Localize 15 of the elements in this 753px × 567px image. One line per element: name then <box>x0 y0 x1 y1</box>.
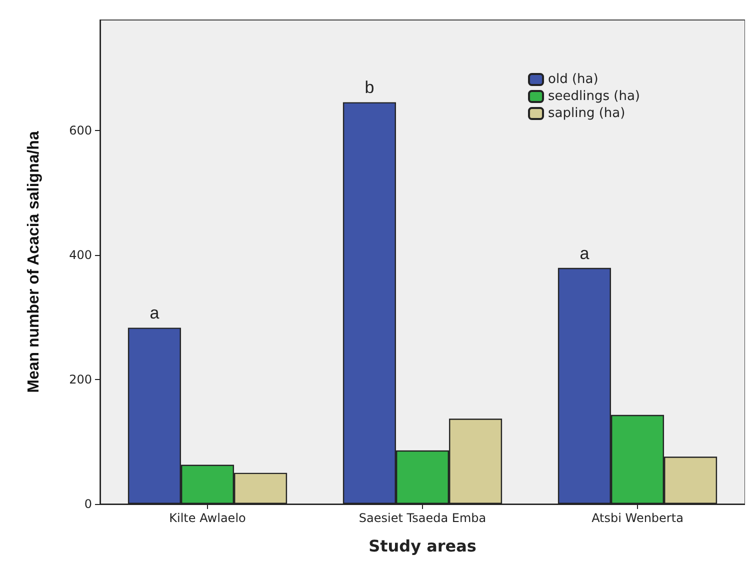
legend-label: old (ha) <box>548 72 598 87</box>
y-tick-label: 200 <box>69 372 92 386</box>
y-tick-label: 0 <box>84 497 92 511</box>
x-tick-label: Atsbi Wenberta <box>592 511 684 525</box>
annotation: b <box>364 78 374 98</box>
y-tick-label: 600 <box>69 123 92 138</box>
x-tick-label: Saesiet Tsaeda Emba <box>358 511 486 525</box>
annotation: a <box>150 304 160 323</box>
annotation: a <box>580 244 590 263</box>
y-tick-label: 400 <box>69 248 92 262</box>
x-axis-title: Study areas <box>368 536 476 556</box>
legend-label: seedlings (ha) <box>548 89 640 104</box>
legend-label: sapling (ha) <box>548 106 626 121</box>
x-tick-label: Kilte Awlaelo <box>169 511 246 525</box>
y-axis-title: Mean number of Acacia saligna/ha <box>26 131 42 393</box>
